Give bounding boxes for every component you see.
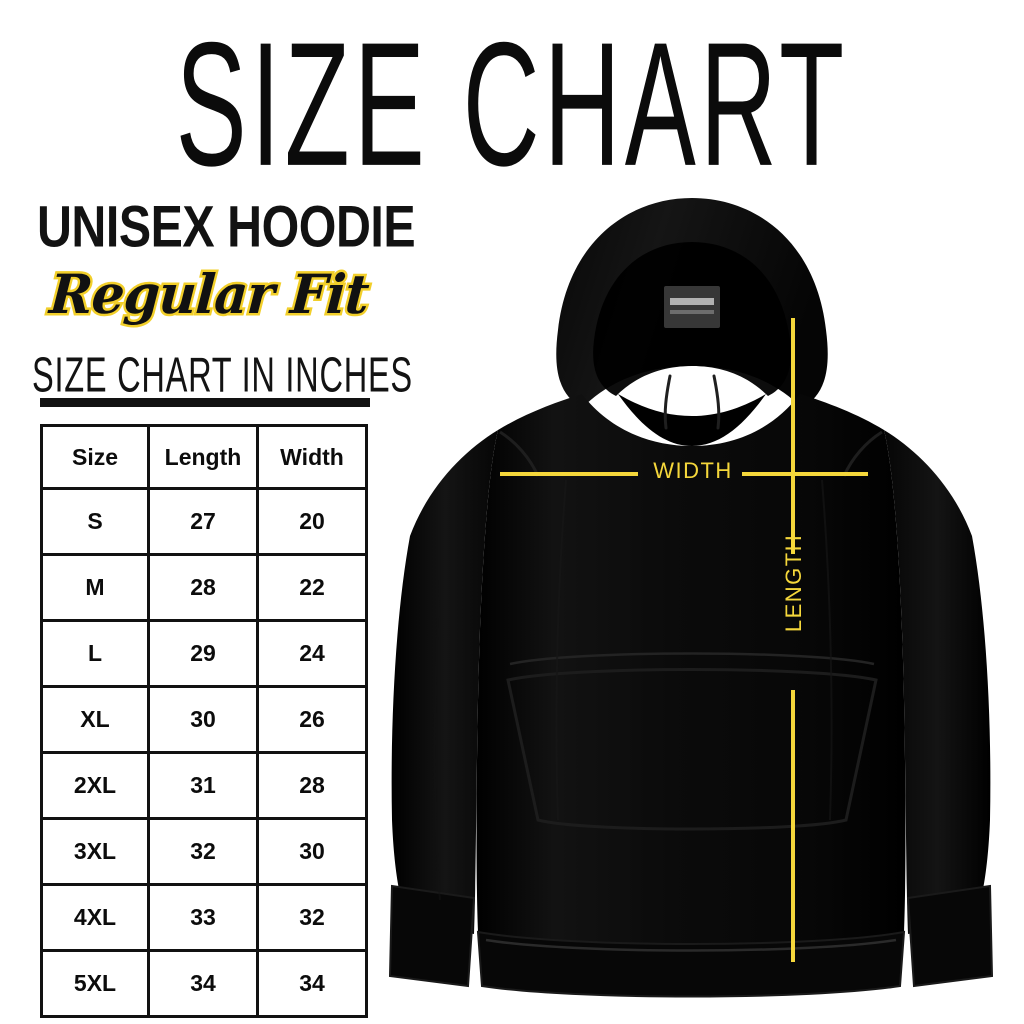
cell-size: 3XL <box>40 817 150 886</box>
hoodie-illustration <box>370 180 1010 1010</box>
cell-length: 29 <box>147 619 259 688</box>
hoodie-drawstring-left <box>663 374 672 430</box>
cell-size: 2XL <box>40 751 150 820</box>
cell-length: 32 <box>147 817 259 886</box>
cell-width: 26 <box>256 685 368 754</box>
hoodie-collar <box>618 394 766 446</box>
brand-label <box>664 286 720 328</box>
hoodie-cuff-left <box>388 884 476 988</box>
fabric-fold-3 <box>433 579 441 901</box>
units-heading-block: SIZE CHART IN INCHES <box>24 349 412 407</box>
fabric-fold-2 <box>821 479 833 821</box>
hoodie-drawstring-right <box>712 374 721 430</box>
size-table: Size Length Width S 27 20 M 28 22 L 29 2… <box>40 424 368 1018</box>
table-row: S 27 20 <box>40 487 368 556</box>
cell-width: 24 <box>256 619 368 688</box>
hoodie-pocket <box>506 668 878 831</box>
column-header-size: Size <box>40 424 150 490</box>
units-heading-underline <box>40 398 370 407</box>
table-row: 3XL 32 30 <box>40 817 368 886</box>
cell-length: 30 <box>147 685 259 754</box>
cell-width: 32 <box>256 883 368 952</box>
product-name: UNISEX HOODIE <box>36 194 416 260</box>
page-title: SIZE CHART <box>175 5 849 204</box>
cell-length: 28 <box>147 553 259 622</box>
cell-width: 30 <box>256 817 368 886</box>
cell-width: 34 <box>256 949 368 1018</box>
table-row: 4XL 33 32 <box>40 883 368 952</box>
cell-size: 5XL <box>40 949 150 1018</box>
cell-width: 28 <box>256 751 368 820</box>
product-fit: Regular Fit <box>45 260 373 329</box>
table-row: XL 30 26 <box>40 685 368 754</box>
brand-label-lines <box>670 310 714 314</box>
cell-length: 34 <box>147 949 259 1018</box>
cell-size: S <box>40 487 150 556</box>
hoodie-sleeve-left <box>391 430 498 934</box>
cell-width: 22 <box>256 553 368 622</box>
table-row: L 29 24 <box>40 619 368 688</box>
cell-width: 20 <box>256 487 368 556</box>
cell-size: L <box>40 619 150 688</box>
hoodie-sleeve-right <box>884 430 991 934</box>
hoodie-svg <box>388 198 994 998</box>
hoodie-hem-seam <box>485 938 897 952</box>
column-header-length: Length <box>147 424 259 490</box>
brand-label-text <box>670 298 714 305</box>
cell-length: 33 <box>147 883 259 952</box>
units-heading: SIZE CHART IN INCHES <box>32 347 413 403</box>
cell-size: 4XL <box>40 883 150 952</box>
cell-size: XL <box>40 685 150 754</box>
cell-length: 27 <box>147 487 259 556</box>
hoodie-shoulder-seam-right <box>842 430 883 477</box>
table-header-row: Size Length Width <box>40 424 368 490</box>
cell-size: M <box>40 553 150 622</box>
fabric-fold-1 <box>555 479 567 821</box>
hoodie-cuff-right <box>906 884 994 988</box>
cell-length: 31 <box>147 751 259 820</box>
table-row: M 28 22 <box>40 553 368 622</box>
product-info-panel: UNISEX HOODIE Regular Fit SIZE CHART IN … <box>24 194 416 407</box>
table-row: 5XL 34 34 <box>40 949 368 1018</box>
hoodie-shoulder-seam-left <box>499 430 540 477</box>
table-row: 2XL 31 28 <box>40 751 368 820</box>
hoodie-pocket-top-seam <box>509 652 875 666</box>
column-header-width: Width <box>256 424 368 490</box>
